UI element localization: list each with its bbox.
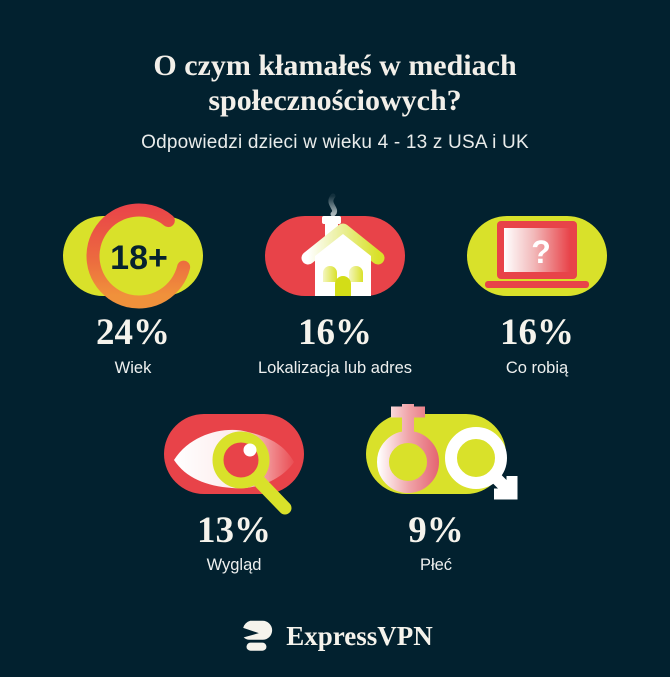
stat-location: 16% Lokalizacja lub adres — [234, 190, 436, 378]
stat-label: Wiek — [114, 358, 152, 377]
stat-label: Lokalizacja lub adres — [257, 358, 413, 377]
stats-row-top: 18+ 24% Wiek — [32, 190, 638, 378]
house-door — [335, 275, 351, 296]
eye-highlight — [243, 443, 257, 457]
age-18-plus-icon: 18+ — [63, 203, 203, 309]
stats-row-bottom: 13% Wygląd — [133, 388, 537, 576]
chimney-cap — [322, 215, 341, 224]
laptop-base — [485, 280, 589, 288]
stat-gender: 9% Płeć — [335, 388, 537, 576]
house-window-right — [349, 265, 363, 282]
stat-percent: 16% — [298, 311, 372, 353]
stat-age: 18+ 24% Wiek — [32, 190, 234, 378]
laptop-screen — [504, 227, 570, 272]
stat-activity: ? 16% Co robią — [436, 190, 638, 378]
expressvpn-wordmark: ExpressVPN — [286, 620, 433, 651]
brand-footer: ExpressVPN — [237, 617, 433, 655]
stat-appearance: 13% Wygląd — [133, 388, 335, 576]
magnifier-ring — [212, 431, 270, 489]
page-title: O czym kłamałeś w mediach społecznościow… — [153, 49, 517, 118]
question-mark: ? — [531, 234, 551, 270]
stat-label: Co robią — [505, 358, 569, 377]
house-roof — [301, 223, 385, 265]
eye-magnifier-icon — [164, 413, 304, 515]
chimney-smoke — [328, 193, 338, 217]
stat-percent: 13% — [197, 509, 271, 551]
age-ring — [86, 203, 192, 309]
stat-label: Płeć — [419, 556, 453, 575]
stat-label: Wygląd — [206, 556, 262, 575]
expressvpn-logo-icon — [243, 621, 273, 652]
house-icon — [265, 193, 405, 296]
stat-percent: 9% — [408, 509, 464, 551]
male-symbol — [445, 426, 518, 500]
magnifier-handle — [251, 473, 292, 515]
age-badge-text: 18+ — [110, 239, 168, 277]
gender-symbols-icon — [366, 403, 518, 500]
laptop-question-icon: ? — [467, 215, 607, 296]
stat-percent: 24% — [96, 311, 170, 353]
page-subtitle: Odpowiedzi dzieci w wieku 4 - 13 z USA i… — [141, 131, 529, 153]
stat-percent: 16% — [500, 311, 574, 353]
female-symbol — [377, 403, 439, 493]
house-window-left — [323, 265, 337, 282]
